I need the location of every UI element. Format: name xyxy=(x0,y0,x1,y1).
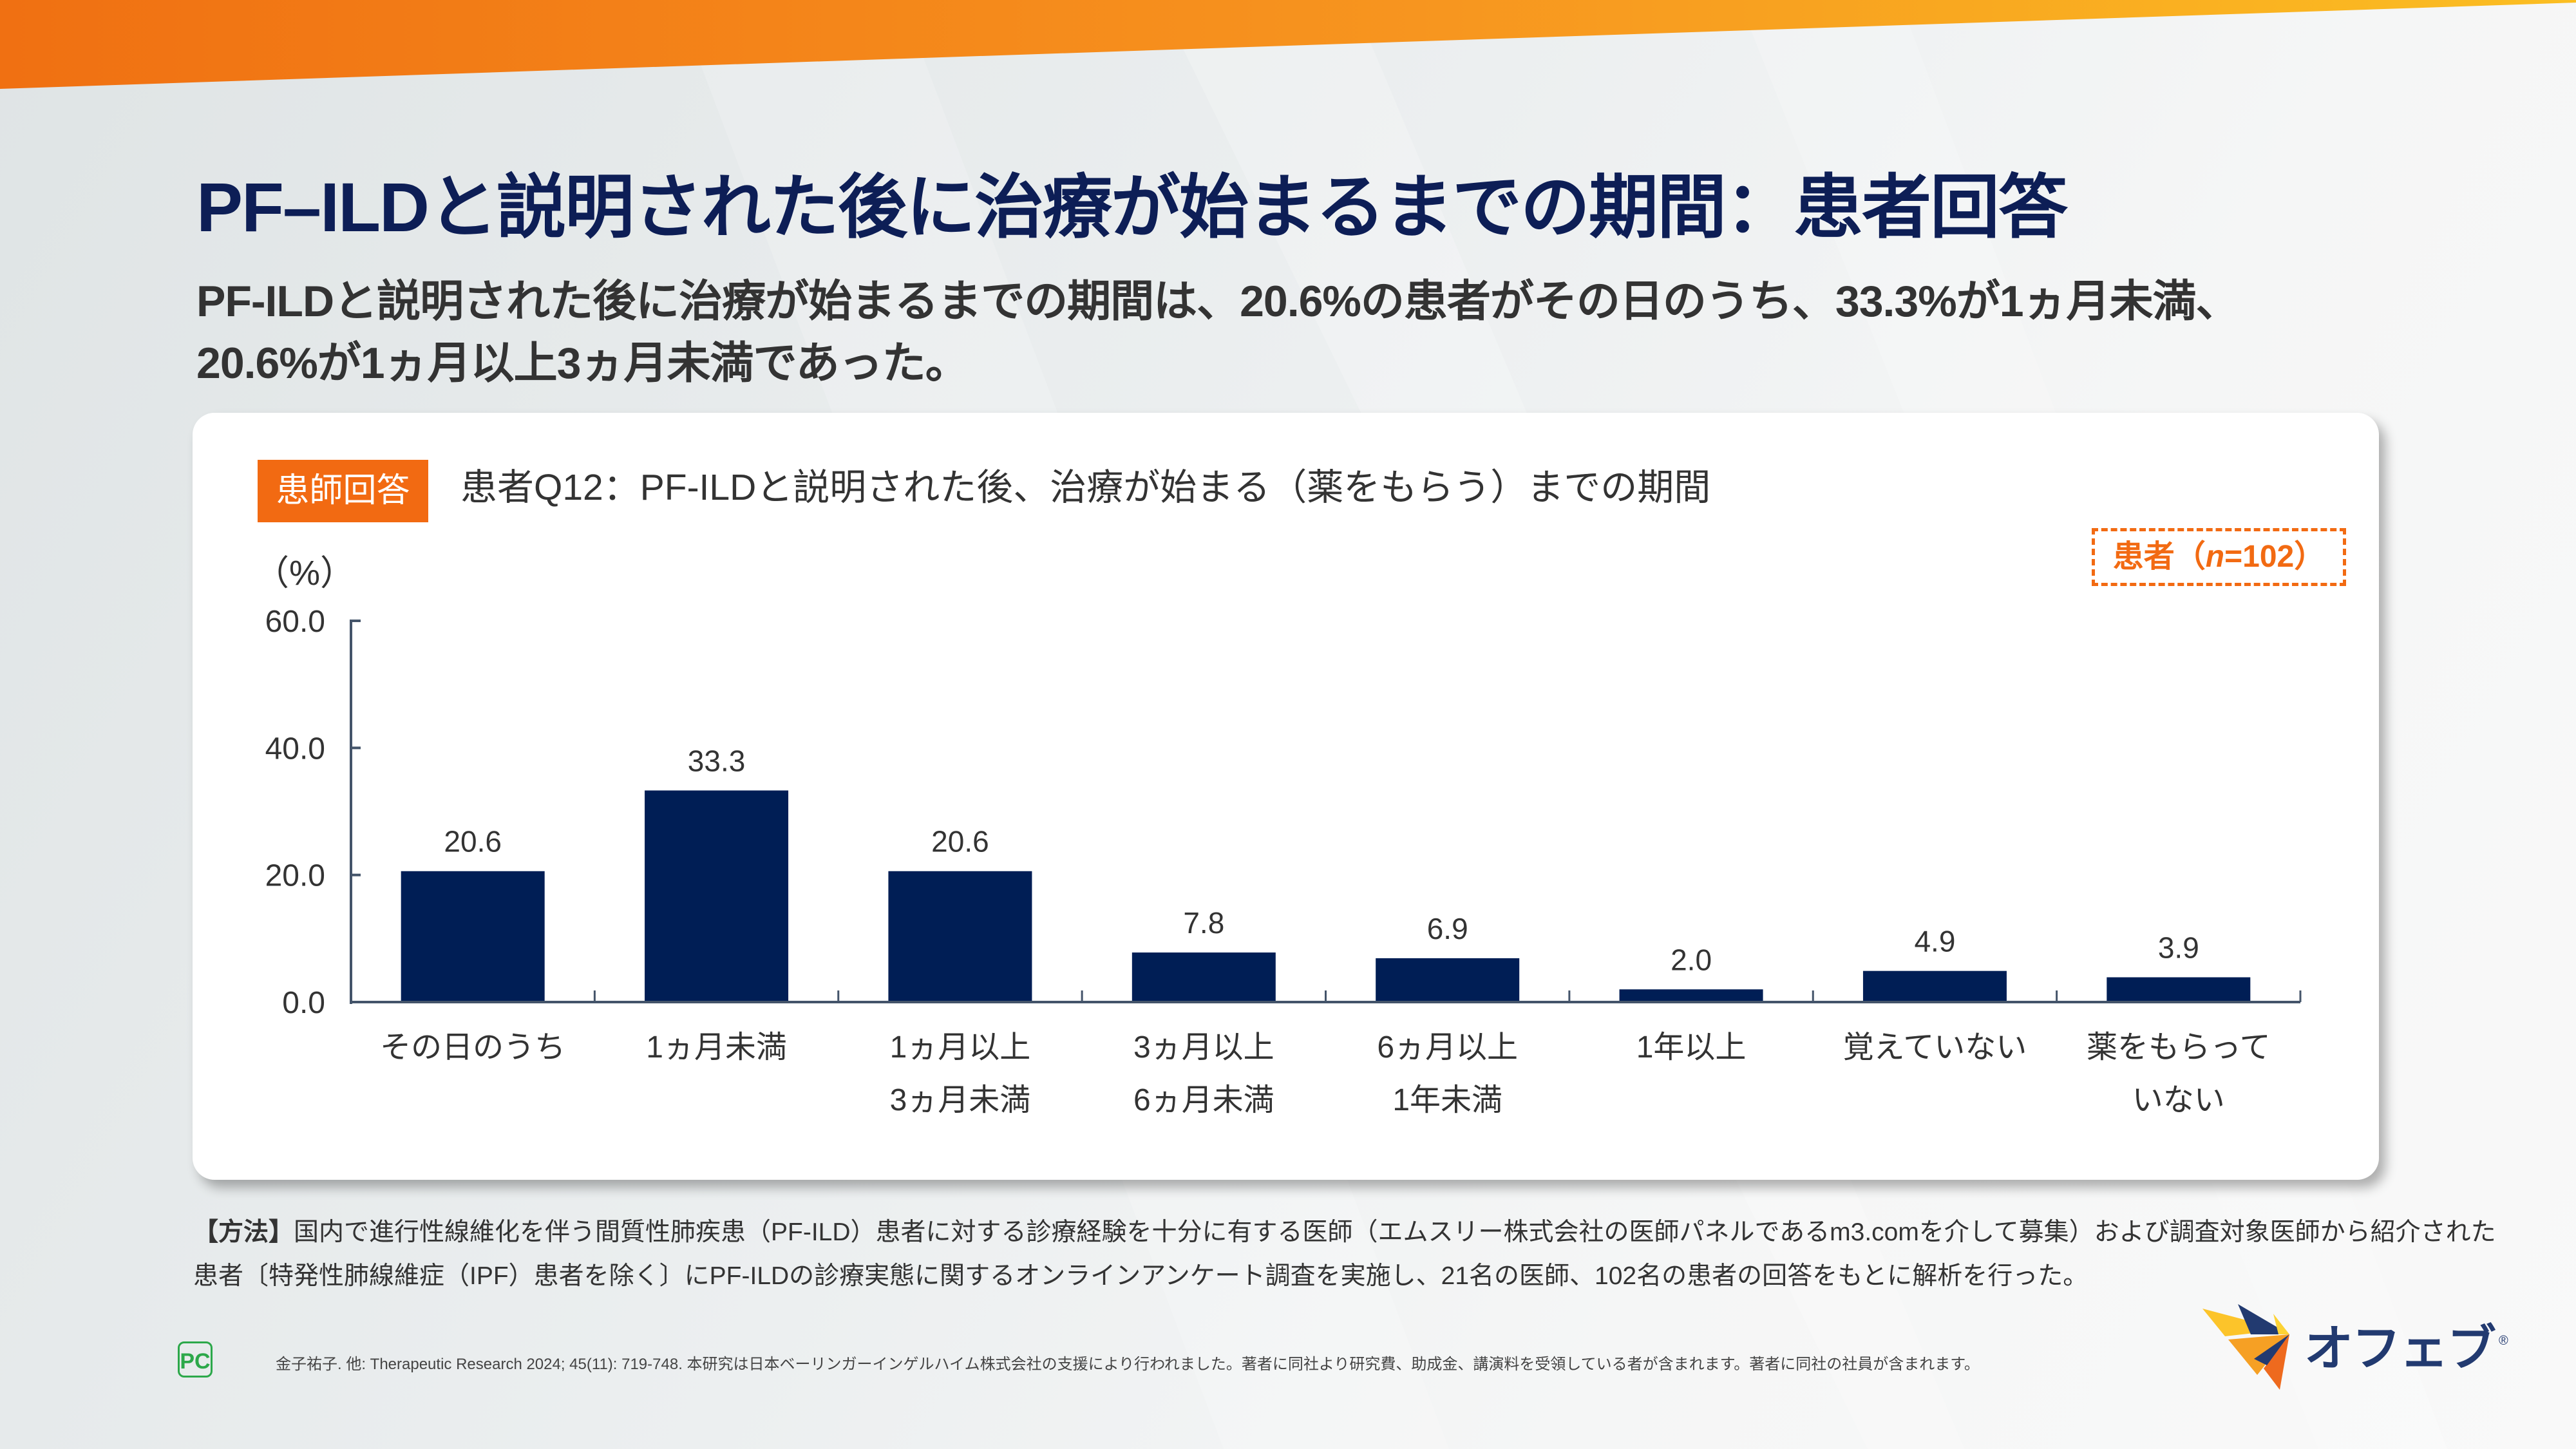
x-tick-label-4: 6ヵ月以上 xyxy=(1377,1030,1518,1065)
data-label-1: 33.3 xyxy=(688,744,746,777)
bar-3 xyxy=(1132,952,1276,1002)
brand-wordmark: オフェブ ® xyxy=(2304,1314,2508,1385)
methods-note: 【方法】国内で進行性線維化を伴う間質性肺疾患（PF-ILD）患者に対する診療経験… xyxy=(193,1211,2496,1298)
bar-2 xyxy=(888,871,1032,1002)
subtitle-line-1: PF-ILDと説明された後に治療が始まるまでの期間は、20.6%の患者がその日の… xyxy=(196,277,2240,326)
x-tick-label-0: その日のうち xyxy=(380,1030,565,1065)
bar-0 xyxy=(401,871,545,1002)
bar-6 xyxy=(1862,971,2007,1002)
sample-n-symbol: n xyxy=(2205,540,2225,574)
y-tick-label-1: 20.0 xyxy=(265,859,325,893)
x-tick-label-7: 薬をもらって xyxy=(2087,1030,2271,1065)
ofev-logo-icon xyxy=(2202,1304,2289,1390)
methods-line-1: 【方法】国内で進行性線維化を伴う間質性肺疾患（PF-ILD）患者に対する診療経験… xyxy=(193,1211,2496,1255)
methods-label: 【方法】 xyxy=(193,1218,294,1246)
orange-top-band xyxy=(0,0,2576,89)
citation-text: 金子祐子. 他: Therapeutic Research 2024; 45(1… xyxy=(276,1356,1980,1373)
data-label-0: 20.6 xyxy=(444,825,502,858)
subtitle-line-2: 20.6%が1ヵ月以上3ヵ月未満であった。 xyxy=(196,339,969,388)
sample-suffix: =102） xyxy=(2224,540,2325,574)
x-tick-label-5: 1年以上 xyxy=(1636,1030,1747,1065)
y-tick-label-2: 40.0 xyxy=(265,732,325,766)
bar-5 xyxy=(1619,989,1763,1002)
data-label-3: 7.8 xyxy=(1183,906,1224,940)
methods-line-2: 患者〔特発性肺線維症（IPF）患者を除く〕にPF-ILDの診療実態に関するオンラ… xyxy=(193,1262,2088,1290)
x-tick-label-3: 3ヵ月以上 xyxy=(1133,1030,1274,1065)
x-tick-label-3-line2: 6ヵ月未満 xyxy=(1133,1083,1274,1117)
x-tick-label-7-line2: いない xyxy=(2132,1083,2225,1117)
x-tick-label-1: 1ヵ月未満 xyxy=(646,1030,787,1065)
page-title: PF–ILDと説明された後に治療が始まるまでの期間：患者回答 xyxy=(196,168,2068,246)
brand-registered-mark: ® xyxy=(2499,1334,2508,1348)
sample-size-legend: 患者（n=102） xyxy=(2092,528,2346,586)
x-tick-label-2-line2: 3ヵ月未満 xyxy=(890,1083,1031,1117)
y-tick-label-0: 0.0 xyxy=(282,986,325,1020)
y-axis-unit-label: （%） xyxy=(254,554,355,592)
brand-name: オフェブ xyxy=(2304,1321,2496,1376)
bar-7 xyxy=(2107,977,2251,1002)
x-tick-label-6: 覚えていない xyxy=(1843,1030,2027,1065)
data-label-5: 2.0 xyxy=(1671,943,1712,976)
methods-text-1: 国内で進行性線維化を伴う間質性肺疾患（PF-ILD）患者に対する診療経験を十分に… xyxy=(294,1218,2496,1246)
page-subtitle: PF-ILDと説明された後に治療が始まるまでの期間は、20.6%の患者がその日の… xyxy=(196,270,2240,394)
respondent-badge: 患師回答 xyxy=(258,460,428,522)
data-label-6: 4.9 xyxy=(1914,925,1955,958)
x-tick-label-4-line2: 1年未満 xyxy=(1392,1083,1502,1117)
data-label-7: 3.9 xyxy=(2158,931,2199,965)
chart-title: 患者Q12：PF-ILDと説明された後、治療が始まる（薬をもらう）までの期間 xyxy=(460,467,1711,508)
x-tick-label-2: 1ヵ月以上 xyxy=(890,1030,1031,1065)
bar-1 xyxy=(645,790,789,1002)
data-label-2: 20.6 xyxy=(931,825,989,858)
data-label-4: 6.9 xyxy=(1427,912,1468,945)
sample-prefix: 患者（ xyxy=(2112,540,2206,574)
chart-card xyxy=(193,413,2379,1180)
pc-logo-icon: PC xyxy=(178,1341,213,1378)
y-tick-label-3: 60.0 xyxy=(265,605,325,639)
bar-4 xyxy=(1376,958,1520,1002)
